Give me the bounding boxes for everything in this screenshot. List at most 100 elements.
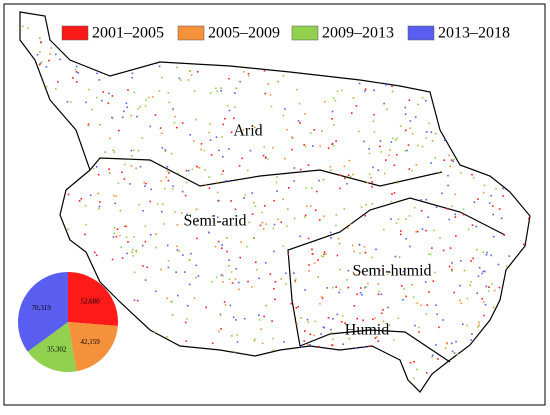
event-dot [452, 160, 454, 163]
event-dot [171, 300, 173, 303]
event-dot [309, 344, 311, 346]
event-dot [164, 150, 167, 153]
event-dot [118, 129, 120, 132]
event-dot [224, 117, 226, 120]
event-dot [469, 284, 471, 286]
event-dot [460, 172, 462, 174]
event-dot [253, 201, 255, 204]
event-dot [477, 326, 479, 328]
region-label: Semi-humid [352, 263, 431, 280]
event-dot [286, 225, 288, 227]
event-dot [434, 157, 436, 159]
event-dot [277, 218, 279, 221]
event-dot [476, 292, 478, 294]
event-dot [343, 208, 346, 210]
event-dot [234, 208, 237, 211]
event-dot [414, 116, 417, 118]
event-dot [97, 173, 100, 176]
event-dot [236, 334, 238, 336]
event-dot [351, 112, 353, 114]
event-dot [472, 177, 475, 179]
event-dot [303, 144, 305, 146]
event-dot [425, 198, 427, 201]
event-dot [428, 122, 431, 125]
event-dot [346, 279, 349, 281]
event-dot [216, 216, 219, 219]
event-dot [115, 235, 118, 238]
legend-label: 2013–2018 [438, 25, 510, 42]
event-dot [331, 344, 334, 347]
event-dot [296, 323, 298, 325]
pie-value-label: 42,159 [81, 338, 101, 346]
event-dot [314, 209, 317, 211]
event-dot [91, 108, 93, 111]
event-dot [303, 340, 305, 342]
event-dot [329, 231, 332, 234]
event-dot [450, 159, 453, 161]
event-dot [114, 202, 116, 205]
event-dot [377, 340, 380, 342]
event-dot [228, 265, 230, 267]
event-dot [304, 330, 306, 332]
event-dot [459, 299, 461, 302]
event-dot [84, 233, 86, 236]
event-dot [463, 269, 466, 272]
event-dot [22, 25, 24, 28]
event-dot [363, 140, 365, 143]
event-dot [347, 269, 350, 272]
event-dot [417, 144, 419, 147]
event-dot [181, 122, 184, 124]
event-dot [188, 283, 191, 286]
event-dot [139, 165, 142, 168]
event-dot [224, 304, 227, 306]
event-dot [386, 108, 388, 110]
event-dot [166, 166, 169, 168]
event-dot [228, 278, 231, 280]
event-dot [333, 124, 335, 126]
event-dot [119, 209, 122, 212]
event-dot [454, 193, 457, 196]
event-dot [141, 137, 144, 139]
event-dot [380, 151, 383, 153]
event-dot [260, 328, 262, 330]
event-dot [204, 183, 207, 186]
event-dot [97, 192, 99, 195]
event-dot [491, 283, 493, 285]
event-dot [353, 250, 355, 253]
pie-value-label: 52,680 [80, 297, 100, 305]
event-dot [377, 293, 380, 296]
event-dot [451, 205, 454, 207]
event-dot [126, 106, 129, 108]
event-dot [484, 304, 487, 306]
event-dot [161, 203, 164, 206]
event-dot [446, 208, 449, 210]
event-dot [375, 336, 378, 338]
event-dot [215, 136, 218, 138]
event-dot [221, 244, 223, 246]
event-dot [321, 130, 323, 132]
event-dot [254, 205, 257, 207]
event-dot [88, 88, 90, 91]
event-dot [285, 283, 287, 285]
event-dot [434, 132, 437, 135]
event-dot [321, 297, 324, 299]
event-dot [434, 271, 436, 274]
event-dot [408, 168, 411, 170]
event-dot [264, 92, 267, 95]
event-dot [498, 208, 501, 210]
event-dot [431, 355, 433, 358]
event-dot [146, 266, 149, 269]
event-dot [168, 172, 170, 174]
event-dot [160, 180, 162, 182]
event-dot [312, 253, 315, 256]
event-dot [406, 149, 408, 152]
event-dot [189, 134, 191, 136]
event-dot [409, 127, 411, 129]
event-dot [451, 268, 453, 271]
event-dot [283, 341, 285, 343]
event-dot [368, 345, 370, 347]
event-dot [483, 301, 485, 303]
event-dot [446, 342, 448, 345]
event-dot [386, 273, 389, 276]
event-dot [247, 75, 250, 77]
